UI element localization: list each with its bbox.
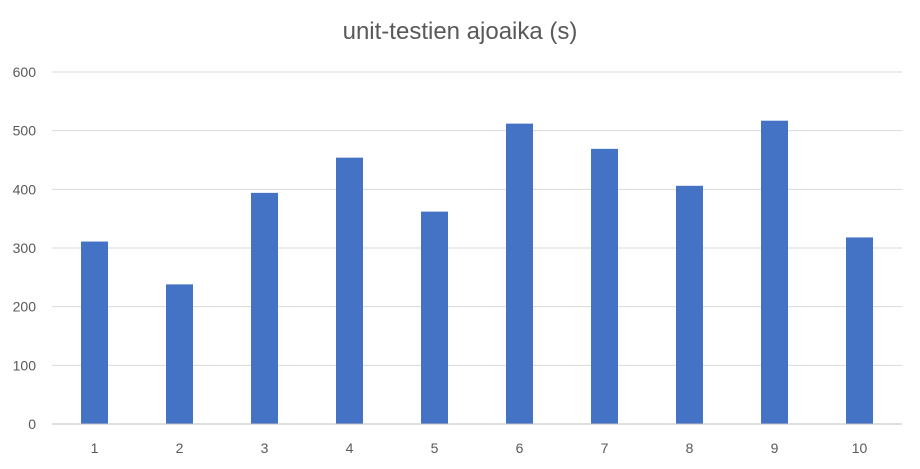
bar (846, 237, 873, 424)
y-tick-label: 400 (13, 181, 37, 197)
x-tick-label: 7 (601, 440, 609, 456)
x-tick-label: 3 (261, 440, 269, 456)
gridlines (52, 71, 902, 366)
y-tick-label: 0 (28, 416, 36, 432)
y-tick-label: 500 (13, 123, 37, 139)
x-tick-label: 5 (431, 440, 439, 456)
x-tick-label: 9 (771, 440, 779, 456)
tick-labels: 0 100 200 300 400 500 600 1 2 3 4 5 6 7 8 9 10 (13, 64, 868, 456)
y-tick-label: 200 (13, 299, 37, 315)
bar (761, 120, 788, 425)
x-tick-label: 1 (91, 440, 99, 456)
x-tick-label: 4 (346, 440, 354, 456)
x-tick-label: 2 (176, 440, 184, 456)
x-tick-label: 6 (516, 440, 524, 456)
y-tick-label: 300 (13, 240, 37, 256)
bar (421, 211, 448, 424)
bar (166, 284, 193, 424)
bar (591, 148, 618, 424)
chart-title: unit-testien ajoaika (s) (342, 18, 578, 45)
y-tick-label: 100 (13, 357, 37, 373)
x-tick-label: 10 (852, 440, 868, 456)
bar (336, 157, 363, 425)
y-tick-label: 600 (13, 64, 37, 80)
bar (251, 192, 278, 424)
bar (676, 185, 703, 424)
x-tick-label: 8 (686, 440, 694, 456)
bar (81, 241, 108, 424)
bars (81, 120, 873, 425)
bar (506, 123, 533, 425)
